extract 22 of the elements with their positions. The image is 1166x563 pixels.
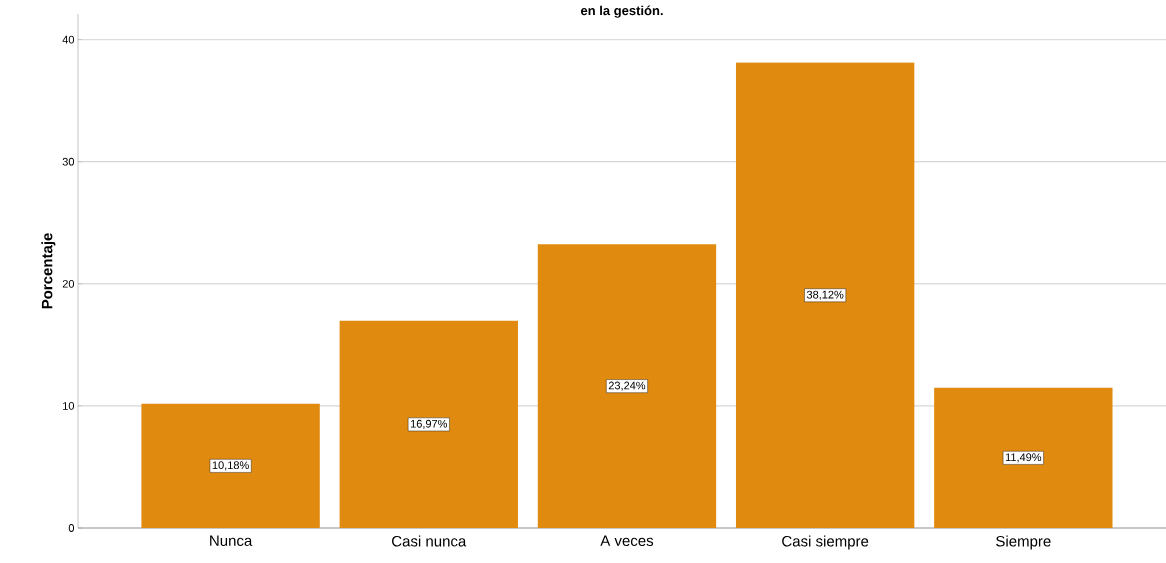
x-tick-label: Casi nunca [392, 535, 467, 547]
y-tick-label: 10 [63, 402, 75, 410]
bar [934, 387, 1113, 528]
x-tick-label: Nunca [210, 535, 253, 546]
bar [141, 403, 320, 528]
y-tick-label: 40 [62, 35, 75, 44]
data-label: 38,12% [806, 290, 844, 300]
bar [735, 62, 915, 528]
x-tick-label: Siempre [996, 535, 1051, 550]
y-tick-label: 20 [62, 279, 75, 288]
data-label: 11,49% [1005, 453, 1042, 463]
bar [537, 244, 717, 528]
y-axis-title: Porcentaje [41, 233, 56, 309]
data-label: 10,18% [212, 461, 249, 471]
bar [339, 320, 518, 528]
chart-title: en la gestión. [580, 5, 663, 18]
y-tick-label: 30 [62, 157, 75, 166]
data-label: 23,24% [608, 381, 646, 391]
x-tick-label: A veces [600, 535, 654, 546]
x-tick-label: Casi siempre [782, 535, 869, 550]
y-tick-label: 0 [68, 524, 75, 532]
data-label: 16,97% [410, 419, 448, 429]
